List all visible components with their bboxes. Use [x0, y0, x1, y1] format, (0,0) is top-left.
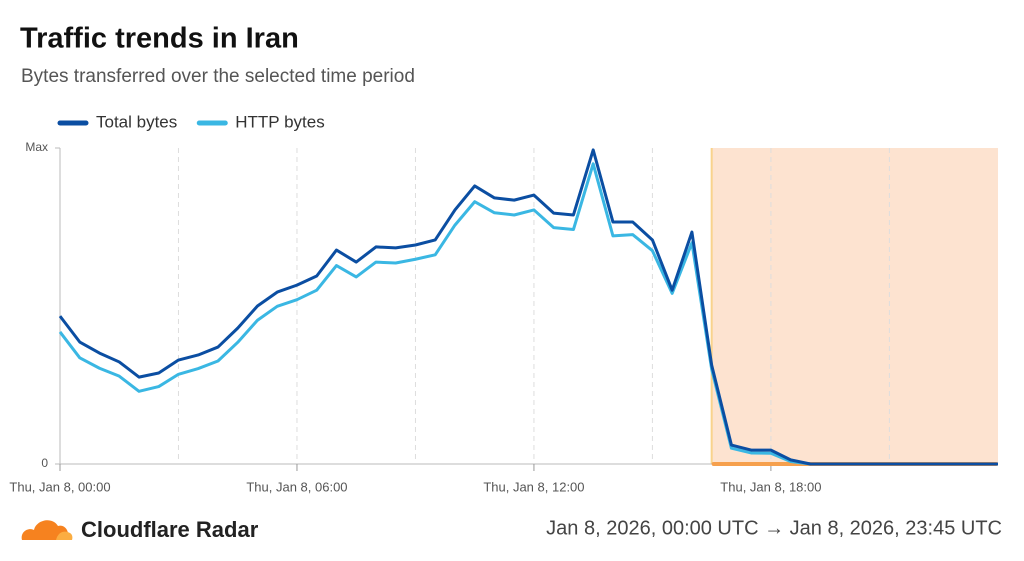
brand: Cloudflare Radar [81, 517, 259, 542]
chart-title: Traffic trends in Iran [20, 23, 299, 55]
x-tick-label: Thu, Jan 8, 18:00 [720, 479, 821, 494]
brand-logo [21, 520, 73, 540]
chart-subtitle: Bytes transferred over the selected time… [21, 66, 415, 87]
x-tick-label: Thu, Jan 8, 06:00 [246, 479, 347, 494]
shaded-range [711, 148, 998, 464]
legend-label: HTTP bytes [235, 112, 324, 131]
x-tick-label: Thu, Jan 8, 00:00 [9, 479, 110, 494]
date-range: Jan 8, 2026, 00:00 UTC → Jan 8, 2026, 23… [546, 517, 1002, 539]
y-tick-label: 0 [41, 456, 48, 470]
legend-label: Total bytes [96, 112, 177, 131]
x-tick-label: Thu, Jan 8, 12:00 [483, 479, 584, 494]
series-line [58, 148, 998, 466]
y-tick-label: Max [25, 140, 48, 154]
